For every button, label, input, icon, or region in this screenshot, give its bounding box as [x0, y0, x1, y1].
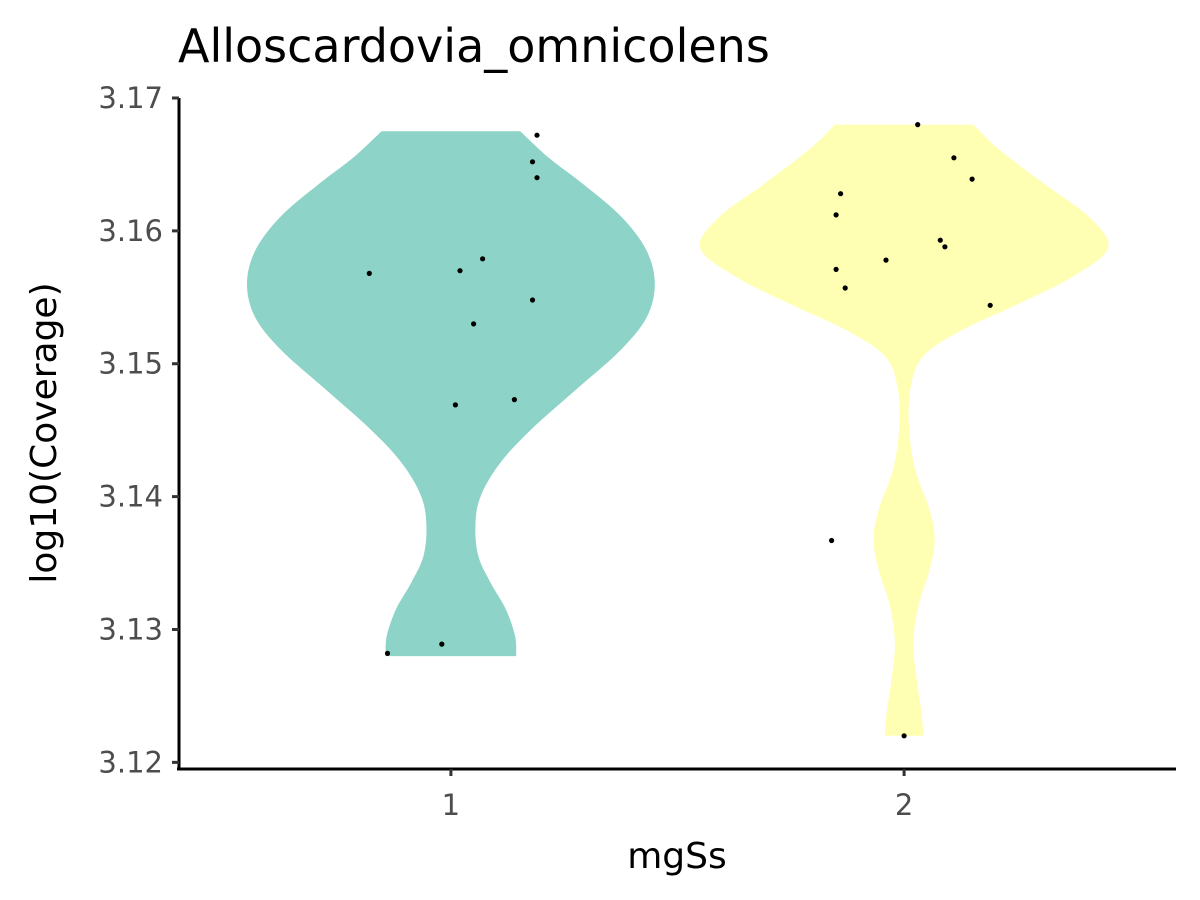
y-tick-label: 3.17: [98, 81, 163, 115]
data-point: [452, 402, 458, 408]
data-point: [439, 641, 445, 647]
data-point: [838, 191, 844, 197]
y-axis-ticks: 3.12 3.13 3.14 3.15 3.16 3.17: [98, 81, 179, 779]
data-point: [480, 256, 486, 262]
x-axis-title: mgSs: [627, 836, 727, 877]
x-tick-label: 1: [442, 788, 460, 822]
y-tick-label: 3.15: [98, 347, 163, 381]
data-point: [534, 175, 540, 181]
data-point: [366, 270, 372, 276]
data-point: [942, 244, 948, 250]
violin-layer: [247, 124, 1109, 736]
data-point: [915, 122, 921, 128]
x-tick-label: 2: [895, 788, 913, 822]
data-point: [529, 297, 536, 303]
data-point: [471, 321, 477, 327]
y-tick-label: 3.12: [98, 745, 163, 779]
y-tick-label: 3.13: [98, 612, 163, 646]
data-point: [987, 302, 993, 308]
points-layer: [366, 122, 993, 739]
data-point: [384, 650, 391, 657]
data-point: [901, 733, 907, 739]
data-point: [951, 155, 957, 161]
y-tick-label: 3.14: [98, 480, 163, 514]
data-point: [529, 159, 536, 165]
y-tick-label: 3.16: [98, 214, 163, 248]
data-point: [833, 266, 839, 272]
y-axis-title: log10(Coverage): [24, 282, 65, 583]
chart-title: Alloscardovia_omnicolens: [178, 19, 770, 73]
data-point: [829, 537, 835, 544]
data-point: [969, 176, 975, 182]
data-point: [534, 132, 540, 138]
data-point: [883, 257, 889, 263]
violin-group-1: [247, 131, 655, 657]
data-point: [457, 268, 463, 274]
violin-group-2: [699, 124, 1109, 736]
data-point: [842, 285, 848, 291]
data-point: [937, 237, 943, 243]
data-point: [833, 212, 839, 218]
data-point: [511, 397, 517, 403]
